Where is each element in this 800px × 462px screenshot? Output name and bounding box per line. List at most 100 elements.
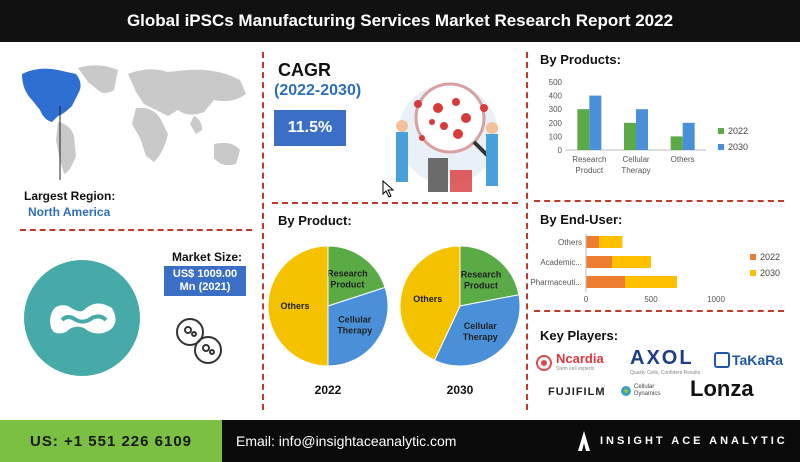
bar-xtick-0-0: Research bbox=[572, 155, 606, 164]
axol-text: AXOL bbox=[630, 347, 694, 369]
logo-takara[interactable]: TaKaRa bbox=[714, 352, 783, 368]
logo-cellular-dynamics[interactable]: Cellular Dynamics bbox=[620, 384, 670, 398]
cell-icon bbox=[24, 260, 140, 376]
divider-center-h bbox=[272, 202, 518, 204]
takara-text: TaKaRa bbox=[732, 352, 784, 368]
email-contact[interactable]: Email: info@insightaceanalytic.com bbox=[236, 433, 457, 449]
brand-logo-icon bbox=[578, 431, 590, 451]
divider-right-h2 bbox=[534, 310, 784, 312]
ncardia-icon bbox=[536, 355, 552, 371]
market-size-value: US$ 1009.00 Mn (2021) bbox=[164, 266, 246, 296]
pie-2030-label-1: Cellular bbox=[464, 321, 498, 331]
cellular-dynamics-icon bbox=[621, 386, 631, 396]
logo-lonza[interactable]: Lonza bbox=[690, 376, 754, 401]
by-products-title: By Products: bbox=[540, 52, 621, 67]
hbar-2022-2 bbox=[586, 276, 625, 288]
products-bar-chart: 0 100 200 300 400 500 Research Product Cellular T… bbox=[549, 78, 748, 175]
hbar-xtick-1: 500 bbox=[644, 295, 658, 304]
pie-2030-label2-1: Therapy bbox=[463, 332, 498, 342]
bar-2022-0 bbox=[577, 109, 590, 150]
north-america-highlight bbox=[22, 68, 81, 122]
bar-xtick-1-0: Cellular bbox=[622, 155, 649, 164]
logo-ncardia[interactable]: Ncardia Stem cell experts bbox=[536, 352, 604, 374]
ncardia-tagline: Stem cell experts bbox=[556, 366, 595, 372]
pie-2030-label-2: Others bbox=[413, 294, 442, 304]
hbar-cat-0: Others bbox=[558, 238, 582, 247]
logo-fujifilm[interactable]: FUJIFILM bbox=[548, 386, 606, 398]
hbar-legend-swatch-0 bbox=[750, 254, 756, 260]
hbar-2030-1 bbox=[612, 256, 651, 268]
bar-ytick-5: 500 bbox=[549, 78, 563, 87]
pie-2022-label-0: Research bbox=[327, 268, 368, 278]
pie-2022-label2-0: Product bbox=[330, 279, 364, 289]
end-user-bar-chart: Others Academic... Pharmaceuti...0 500 1000 2… bbox=[530, 234, 780, 304]
cursor-icon bbox=[382, 180, 395, 198]
bar-2022-2 bbox=[670, 136, 683, 150]
largest-region-label: Largest Region: bbox=[24, 189, 116, 203]
pie-2022-slice-2 bbox=[267, 245, 329, 367]
brand: INSIGHT ACE ANALYTIC bbox=[578, 420, 788, 462]
market-size-line1: US$ 1009.00 bbox=[172, 268, 238, 280]
pie-year-2030: 2030 bbox=[447, 383, 474, 397]
bar-legend-swatch-1 bbox=[718, 144, 724, 150]
pie-2030-slice-2 bbox=[399, 245, 461, 361]
pie-2022-label2-1: Therapy bbox=[337, 325, 372, 335]
hbar-legend-label-1: 2030 bbox=[760, 268, 780, 278]
bar-xtick-1-1: Therapy bbox=[621, 166, 650, 175]
hbar-2030-2 bbox=[625, 276, 677, 288]
market-size-label: Market Size: bbox=[172, 250, 243, 264]
hbar-2022-1 bbox=[586, 256, 612, 268]
world-map bbox=[22, 65, 246, 180]
hbar-xtick-2: 1000 bbox=[707, 295, 725, 304]
phone-contact[interactable]: US: +1 551 226 6109 bbox=[0, 420, 222, 462]
bar-2030-2 bbox=[682, 122, 695, 150]
cagr-label: CAGR bbox=[278, 60, 331, 80]
hbar-legend-swatch-1 bbox=[750, 270, 756, 276]
bar-legend-label-1: 2030 bbox=[728, 142, 748, 152]
pie-year-2022: 2022 bbox=[315, 383, 342, 397]
by-end-user-title: By End-User: bbox=[540, 212, 623, 227]
bar-2030-1 bbox=[636, 109, 648, 150]
bar-xtick-0-1: Product bbox=[576, 166, 604, 175]
pie-2030-slice-0 bbox=[459, 245, 520, 307]
cagr-period: (2022-2030) bbox=[274, 82, 362, 99]
bar-ytick-2: 200 bbox=[549, 119, 563, 128]
bar-2022-1 bbox=[624, 122, 636, 150]
hbar-legend-label-0: 2022 bbox=[760, 252, 780, 262]
pie-2030-slice-1 bbox=[433, 294, 521, 367]
axol-tagline: Quality Cells, Confident Results bbox=[630, 370, 701, 376]
divider-left bbox=[262, 52, 264, 410]
pie-2030-label-0: Research bbox=[461, 270, 502, 280]
divider-left-h bbox=[20, 229, 252, 231]
cellular-dynamics-text: Cellular Dynamics bbox=[634, 384, 661, 397]
bar-legend-swatch-0 bbox=[718, 128, 724, 134]
pie-2030-label2-0: Product bbox=[464, 281, 498, 291]
hbar-2030-0 bbox=[599, 236, 623, 248]
by-product-title: By Product: bbox=[278, 213, 352, 228]
cagr-value: 11.5% bbox=[274, 110, 346, 146]
key-players-title: Key Players: bbox=[540, 328, 619, 343]
takara-icon bbox=[714, 352, 730, 368]
pie-charts: ResearchProductCellularTherapyOthers2022… bbox=[267, 245, 521, 397]
divider-right bbox=[526, 52, 528, 410]
hbar-cat-2: Pharmaceuti... bbox=[530, 278, 582, 287]
bar-2030-0 bbox=[589, 95, 602, 150]
page-title: Global iPSCs Manufacturing Services Mark… bbox=[0, 0, 800, 42]
divider-right-h1 bbox=[534, 200, 784, 202]
lab-illustration bbox=[396, 82, 498, 192]
pie-2022-label-1: Cellular bbox=[338, 314, 372, 324]
bar-ytick-1: 100 bbox=[549, 132, 563, 141]
bar-ytick-4: 400 bbox=[549, 92, 563, 101]
hbar-cat-1: Academic... bbox=[540, 258, 582, 267]
hbar-xtick-0: 0 bbox=[584, 295, 589, 304]
logo-axol[interactable]: AXOL Quality Cells, Confident Results bbox=[630, 348, 700, 378]
brand-name: INSIGHT ACE ANALYTIC bbox=[600, 435, 788, 447]
bar-ytick-3: 300 bbox=[549, 105, 563, 114]
pie-2022-slice-0 bbox=[327, 245, 386, 307]
bar-ytick-0: 0 bbox=[558, 146, 563, 155]
market-size-line2: Mn (2021) bbox=[179, 281, 231, 293]
largest-region-value: North America bbox=[28, 205, 111, 219]
ncardia-text: Ncardia bbox=[556, 351, 604, 366]
cells-icon bbox=[176, 318, 222, 364]
hbar-2022-0 bbox=[586, 236, 599, 248]
